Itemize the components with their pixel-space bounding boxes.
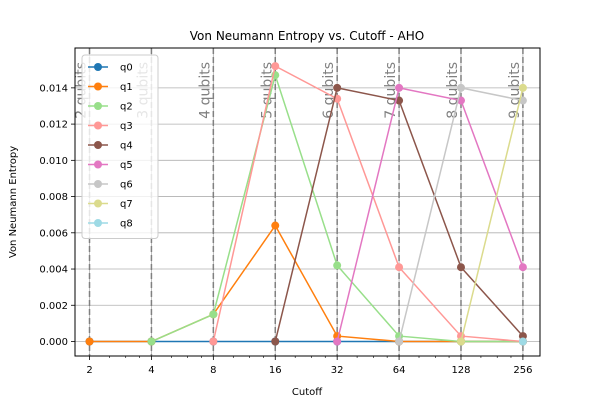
qubit-annotation: 5 qubits xyxy=(259,62,275,119)
legend-swatch-marker xyxy=(94,160,102,169)
x-tick-label: 256 xyxy=(513,365,532,376)
legend-label: q7 xyxy=(120,199,133,210)
data-point xyxy=(518,263,527,272)
data-point xyxy=(518,83,527,92)
data-point xyxy=(333,83,342,92)
data-point xyxy=(271,337,280,346)
data-point xyxy=(395,83,404,92)
x-axis-title: Cutoff xyxy=(292,387,323,398)
series-q8 xyxy=(518,337,527,346)
legend-item-q0: q0 xyxy=(88,63,133,74)
data-point xyxy=(85,337,94,346)
legend-label: q5 xyxy=(120,160,133,171)
legend-item-q4: q4 xyxy=(88,141,133,152)
legend-label: q4 xyxy=(120,141,133,152)
legend-item-q2: q2 xyxy=(88,102,133,113)
legend-swatch-marker xyxy=(94,63,102,71)
x-tick-label: 8 xyxy=(210,365,216,376)
data-point xyxy=(456,263,465,272)
legend-swatch-marker xyxy=(94,121,102,130)
legend-swatch-marker xyxy=(94,102,102,110)
series-q7 xyxy=(456,83,527,346)
qubit-annotation: 4 qubits xyxy=(197,62,213,119)
series-line xyxy=(212,65,523,343)
legend-item-q8: q8 xyxy=(88,219,133,230)
x-tick-label: 128 xyxy=(451,365,470,376)
legend-item-q6: q6 xyxy=(88,180,133,191)
legend-swatch-marker xyxy=(94,180,102,188)
y-tick-label: 0.012 xyxy=(39,120,68,131)
chart-title: Von Neumann Entropy vs. Cutoff - AHO xyxy=(190,29,424,43)
legend: q0 q1 q2 q3 q4 q5 q6 q7 q8 xyxy=(81,54,159,239)
y-tick-label: 0.004 xyxy=(39,265,68,276)
legend-label: q3 xyxy=(120,121,133,132)
legend-box xyxy=(81,54,159,239)
legend-label: q0 xyxy=(120,63,133,74)
legend-item-q1: q1 xyxy=(88,82,133,93)
x-tick-label: 32 xyxy=(331,365,344,376)
data-point xyxy=(209,337,218,346)
legend-label: q6 xyxy=(120,180,133,191)
x-axis: 2 4 8 16 32 64 128 256 xyxy=(86,356,532,376)
y-tick-label: 0.008 xyxy=(39,192,68,203)
legend-label: q1 xyxy=(120,82,133,93)
y-tick-label: 0.006 xyxy=(39,228,68,239)
data-point xyxy=(395,263,404,272)
y-tick-label: 0.014 xyxy=(39,83,68,94)
legend-swatch-marker xyxy=(94,199,102,208)
data-point xyxy=(271,62,280,71)
y-axis-title: Von Neumann Entropy xyxy=(8,146,19,258)
data-point xyxy=(333,261,342,270)
legend-item-q5: q5 xyxy=(88,160,133,171)
data-point xyxy=(518,337,527,346)
series-line xyxy=(336,86,524,342)
cutoff-marker-lines xyxy=(88,48,524,356)
x-tick-label: 64 xyxy=(393,365,406,376)
legend-swatch-marker xyxy=(94,82,102,91)
data-point xyxy=(333,337,342,346)
legend-swatch-marker xyxy=(94,219,102,227)
series-layer xyxy=(85,62,527,346)
series-line xyxy=(460,87,524,342)
data-point xyxy=(395,337,404,346)
x-tick-label: 16 xyxy=(269,365,282,376)
y-tick-label: 0.002 xyxy=(39,301,68,312)
x-tick-label: 4 xyxy=(148,365,154,376)
y-tick-label: 0.000 xyxy=(39,337,68,348)
legend-item-q3: q3 xyxy=(88,121,133,132)
legend-swatch-marker xyxy=(94,141,102,149)
data-point xyxy=(147,337,156,346)
legend-label: q8 xyxy=(120,219,133,230)
plot-frame xyxy=(74,47,541,357)
x-tick-label: 2 xyxy=(86,365,92,376)
data-point xyxy=(456,337,465,346)
legend-label: q2 xyxy=(120,102,133,113)
y-tick-label: 0.010 xyxy=(39,156,68,167)
data-point xyxy=(271,221,280,230)
data-point xyxy=(456,83,465,92)
data-point xyxy=(209,310,218,319)
legend-item-q7: q7 xyxy=(88,199,133,210)
y-axis: 0.000 0.002 0.004 0.006 0.008 0.010 0.012 0.014 xyxy=(39,83,75,348)
